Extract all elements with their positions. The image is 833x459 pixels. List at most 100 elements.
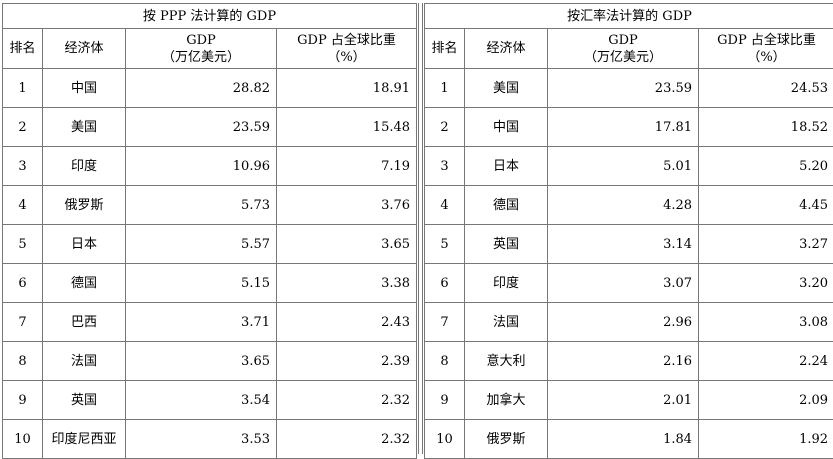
economy-cell: 日本 [42, 224, 126, 264]
share-cell: 7.19 [275, 146, 418, 186]
gdp-cell: 3.07 [547, 263, 700, 303]
economy-cell: 英国 [42, 380, 126, 420]
table-row: 8 法国 3.65 2.39 [2, 341, 418, 381]
table-row: 1 美国 23.59 24.53 [424, 68, 833, 108]
economy-cell: 意大利 [464, 341, 549, 381]
rank-cell: 10 [424, 419, 466, 459]
economy-cell: 中国 [464, 107, 549, 147]
header-rank: 排名 [2, 28, 43, 69]
rank-cell: 8 [2, 341, 43, 381]
table-row: 6 印度 3.07 3.20 [424, 263, 833, 303]
economy-cell: 俄罗斯 [42, 185, 126, 225]
table-row: 4 俄罗斯 5.73 3.76 [2, 185, 418, 225]
gdp-cell: 3.54 [125, 380, 277, 420]
economy-cell: 印度 [42, 146, 126, 186]
share-cell: 2.32 [275, 380, 418, 420]
gdp-cell: 4.28 [547, 185, 700, 225]
rank-cell: 3 [2, 146, 43, 186]
share-cell: 3.38 [275, 263, 418, 303]
gdp-cell: 2.96 [547, 302, 700, 342]
header-row: 排名 经济体 GDP （万亿美元） GDP 占全球比重 （%） [2, 28, 418, 69]
table-row: 5 英国 3.14 3.27 [424, 224, 833, 264]
economy-cell: 日本 [464, 146, 549, 186]
economy-cell: 美国 [464, 68, 549, 108]
header-economy: 经济体 [464, 28, 549, 69]
share-cell: 3.65 [275, 224, 418, 264]
rank-cell: 9 [2, 380, 43, 420]
header-economy: 经济体 [42, 28, 126, 69]
gdp-cell: 3.53 [125, 419, 277, 459]
share-cell: 2.32 [275, 419, 418, 459]
share-cell: 4.45 [698, 185, 833, 225]
rank-cell: 5 [2, 224, 43, 264]
economy-cell: 法国 [464, 302, 549, 342]
share-cell: 2.39 [275, 341, 418, 381]
rank-cell: 3 [424, 146, 466, 186]
ppp-gdp-table: 按 PPP 法计算的 GDP 排名 经济体 GDP （万亿美元） GDP 占全球比重 （%）… [1, 3, 418, 459]
share-cell: 18.91 [275, 68, 418, 108]
header-gdp: GDP （万亿美元） [547, 28, 700, 69]
gdp-cell: 10.96 [125, 146, 277, 186]
table-row: 9 加拿大 2.01 2.09 [424, 380, 833, 420]
gdp-cell: 5.73 [125, 185, 277, 225]
share-cell: 3.27 [698, 224, 833, 264]
economy-cell: 加拿大 [464, 380, 549, 420]
rank-cell: 10 [2, 419, 43, 459]
table-row: 4 德国 4.28 4.45 [424, 185, 833, 225]
table-row: 7 法国 2.96 3.08 [424, 302, 833, 342]
table-title-row: 按 PPP 法计算的 GDP [1, 3, 418, 29]
table-row: 1 中国 28.82 18.91 [2, 68, 418, 108]
fx-gdp-table: 按汇率法计算的 GDP 排名 经济体 GDP （万亿美元） GDP 占全球比重 （%） 1 美国… [424, 3, 833, 459]
economy-cell: 法国 [42, 341, 126, 381]
gdp-cell: 5.01 [547, 146, 700, 186]
table-row: 6 德国 5.15 3.38 [2, 263, 418, 303]
table-title: 按 PPP 法计算的 GDP [1, 3, 418, 29]
share-cell: 3.76 [275, 185, 418, 225]
economy-cell: 德国 [42, 263, 126, 303]
gdp-cell: 3.65 [125, 341, 277, 381]
economy-cell: 德国 [464, 185, 549, 225]
share-cell: 2.43 [275, 302, 418, 342]
gdp-cell: 23.59 [125, 107, 277, 147]
rank-cell: 4 [424, 185, 466, 225]
rank-cell: 1 [2, 68, 43, 108]
gdp-cell: 28.82 [125, 68, 277, 108]
table-row: 10 俄罗斯 1.84 1.92 [424, 419, 833, 459]
gdp-cell: 17.81 [547, 107, 700, 147]
table-title-row: 按汇率法计算的 GDP [424, 3, 833, 29]
economy-cell: 英国 [464, 224, 549, 264]
rank-cell: 8 [424, 341, 466, 381]
header-gdp: GDP （万亿美元） [125, 28, 277, 69]
table-row: 5 日本 5.57 3.65 [2, 224, 418, 264]
economy-cell: 印度 [464, 263, 549, 303]
header-rank: 排名 [424, 28, 466, 69]
header-row: 排名 经济体 GDP （万亿美元） GDP 占全球比重 （%） [424, 28, 833, 69]
rank-cell: 7 [424, 302, 466, 342]
economy-cell: 俄罗斯 [464, 419, 549, 459]
share-cell: 3.20 [698, 263, 833, 303]
gdp-cell: 5.57 [125, 224, 277, 264]
share-cell: 5.20 [698, 146, 833, 186]
rank-cell: 6 [2, 263, 43, 303]
share-cell: 1.92 [698, 419, 833, 459]
gdp-cell: 2.16 [547, 341, 700, 381]
table-row: 8 意大利 2.16 2.24 [424, 341, 833, 381]
gdp-cell: 3.71 [125, 302, 277, 342]
rank-cell: 9 [424, 380, 466, 420]
table-row: 9 英国 3.54 2.32 [2, 380, 418, 420]
header-share: GDP 占全球比重 （%） [698, 28, 833, 69]
table-row: 2 中国 17.81 18.52 [424, 107, 833, 147]
economy-cell: 印度尼西亚 [42, 419, 126, 459]
gdp-cell: 23.59 [547, 68, 700, 108]
gdp-cell: 5.15 [125, 263, 277, 303]
economy-cell: 中国 [42, 68, 126, 108]
rank-cell: 2 [2, 107, 43, 147]
share-cell: 3.08 [698, 302, 833, 342]
header-share: GDP 占全球比重 （%） [275, 28, 418, 69]
table-row: 2 美国 23.59 15.48 [2, 107, 418, 147]
table-title: 按汇率法计算的 GDP [424, 3, 833, 29]
rank-cell: 1 [424, 68, 466, 108]
table-row: 3 印度 10.96 7.19 [2, 146, 418, 186]
table-row: 7 巴西 3.71 2.43 [2, 302, 418, 342]
gdp-cell: 1.84 [547, 419, 700, 459]
